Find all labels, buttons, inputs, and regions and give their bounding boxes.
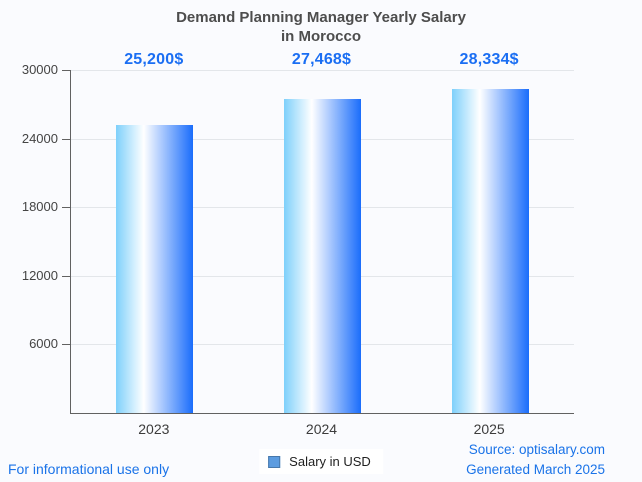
value-label-2023: 25,200$: [124, 51, 184, 68]
chart-title-line1: Demand Planning Manager Yearly Salary: [176, 9, 466, 26]
gridline-30000: [71, 70, 574, 71]
y-tick-label-18000: 18000: [21, 199, 58, 215]
y-tick-label-30000: 30000: [21, 62, 58, 77]
y-tick-mark-12000: [62, 275, 70, 277]
y-tick-label-6000: 6000: [29, 336, 58, 352]
y-tick-label-12000: 12000: [21, 267, 58, 283]
legend-swatch-icon: [268, 455, 281, 468]
source-attribution: Source: optisalary.com Generated March 2…: [466, 440, 605, 480]
legend-label: Salary in USD: [289, 454, 371, 469]
y-tick-mark-18000: [62, 207, 70, 209]
bar-2025[interactable]: [451, 89, 529, 413]
plot-area: [70, 70, 574, 414]
bar-2023[interactable]: [116, 124, 194, 413]
disclaimer-text: For informational use only: [8, 461, 170, 477]
x-label-2023: 2023: [138, 421, 170, 437]
x-axis-labels: 2023 2024 2025: [0, 421, 642, 439]
bar-value-labels-row: 25,200$ 27,468$ 28,334$: [0, 51, 642, 71]
y-tick-mark-30000: [62, 70, 70, 71]
generated-line: Generated March 2025: [466, 462, 605, 477]
source-line: Source: optisalary.com: [468, 442, 605, 457]
y-tick-label-24000: 24000: [21, 130, 58, 146]
y-tick-mark-6000: [62, 344, 70, 346]
chart-title-line2: in Morocco: [280, 28, 361, 45]
value-label-2025: 28,334$: [459, 51, 519, 68]
value-label-2024: 27,468$: [291, 51, 352, 68]
legend: Salary in USD: [259, 449, 383, 474]
y-tick-mark-24000: [62, 138, 70, 140]
chart-title: Demand Planning Manager Yearly Salary in…: [0, 8, 642, 46]
x-label-2024: 2024: [305, 421, 338, 437]
bar-2024[interactable]: [284, 98, 361, 413]
x-label-2025: 2025: [473, 421, 505, 437]
